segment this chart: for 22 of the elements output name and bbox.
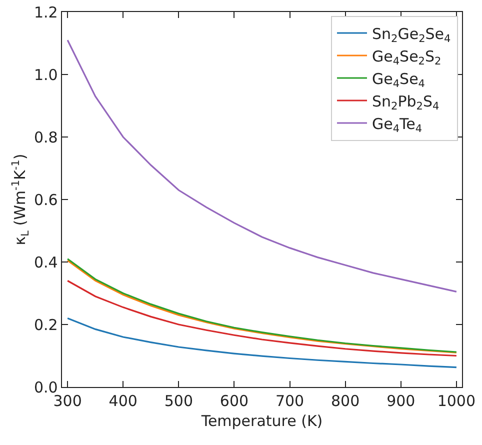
y-tick-label: 0.4: [34, 253, 58, 272]
y-tick-label: 1.0: [34, 66, 58, 84]
y-tick-label: 0.8: [34, 128, 58, 146]
legend-label: Ge$_{4}$Te$_{4}$: [372, 114, 422, 135]
legend-label: Ge$_{4}$Se$_{2}$S$_{2}$: [372, 47, 442, 68]
line-series: [66, 317, 458, 368]
y-tick-label: 0.6: [34, 190, 58, 209]
legend-label: Sn$_{2}$Ge$_{2}$Se$_{4}$: [372, 24, 452, 45]
x-tick-label: 1000: [437, 392, 476, 410]
x-tick-label: 900: [386, 392, 416, 410]
legend-label: Ge$_{4}$Se$_{4}$: [372, 70, 426, 90]
x-axis-title: Temperature (K): [200, 412, 323, 430]
x-tick-label: 300: [53, 392, 82, 410]
y-tick-label: 0.2: [34, 316, 58, 334]
x-tick-label: 400: [108, 392, 138, 410]
x-tick-label: 800: [331, 392, 360, 410]
x-tick-label: 500: [164, 392, 193, 410]
x-tick-label: 700: [275, 392, 304, 410]
x-tick-label: 600: [220, 392, 249, 410]
y-tick-label: 1.2: [34, 3, 58, 22]
legend-label: Sn$_{2}$Pb$_{2}$S$_{4}$: [372, 92, 440, 112]
line-series: [66, 280, 458, 357]
